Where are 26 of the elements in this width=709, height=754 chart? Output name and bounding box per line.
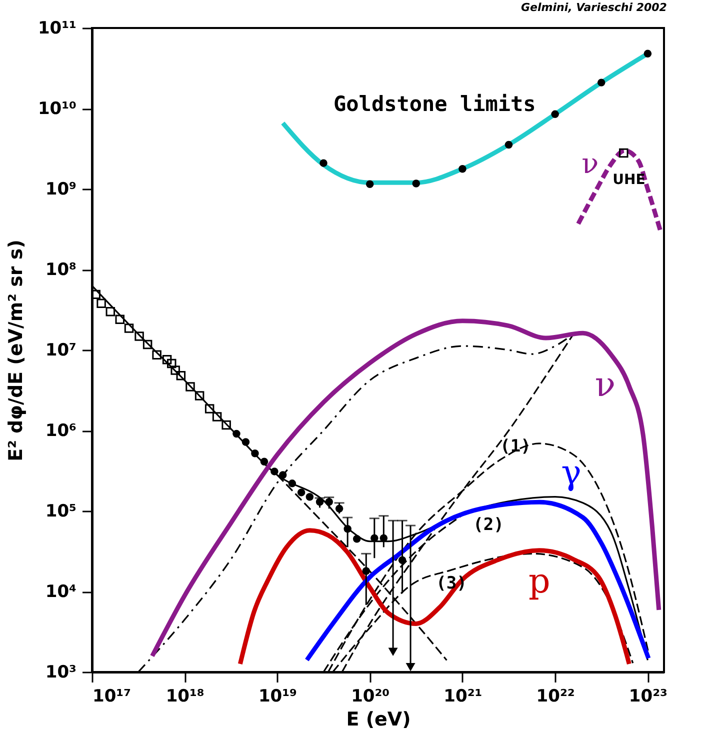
x-tick-label: 10¹⁷ xyxy=(92,686,132,706)
x-tick-label: 10¹⁹ xyxy=(258,686,298,706)
y-tick-label: 10⁸ xyxy=(45,260,76,280)
y-axis-title: E² dφ/dE (eV/m² sr s) xyxy=(4,240,27,462)
y-tick-label: 10³ xyxy=(45,662,76,682)
text: Gelmini, Varieschi 2002 xyxy=(520,1,668,14)
series-label: νUHE xyxy=(582,146,646,188)
y-tick-label: 10⁹ xyxy=(45,180,76,200)
y-tick-label: 10⁷ xyxy=(45,340,76,360)
x-tick-label: 10²³ xyxy=(628,686,668,706)
y-tick-label: 10⁵ xyxy=(45,502,76,522)
series-label: (1) xyxy=(500,436,531,456)
y-tick-label: 10¹¹ xyxy=(38,18,76,38)
y-tick-label: 10⁶ xyxy=(45,421,76,441)
y-tick-label: 10⁴ xyxy=(45,582,76,602)
x-tick-label: 10²⁰ xyxy=(351,686,390,706)
x-axis-title: E (eV) xyxy=(346,708,411,730)
x-tick-label: 10¹⁸ xyxy=(166,686,204,706)
x-tick-label: 10²¹ xyxy=(444,686,482,706)
series-label: ν xyxy=(594,365,616,406)
series-label: p xyxy=(528,561,550,602)
series-label: (2) xyxy=(473,515,504,536)
series-label: Goldstone limits xyxy=(334,92,536,116)
y-tick-label: 10¹⁰ xyxy=(38,99,76,119)
x-tick-label: 10²² xyxy=(536,686,575,706)
series-label: γ xyxy=(561,453,582,494)
